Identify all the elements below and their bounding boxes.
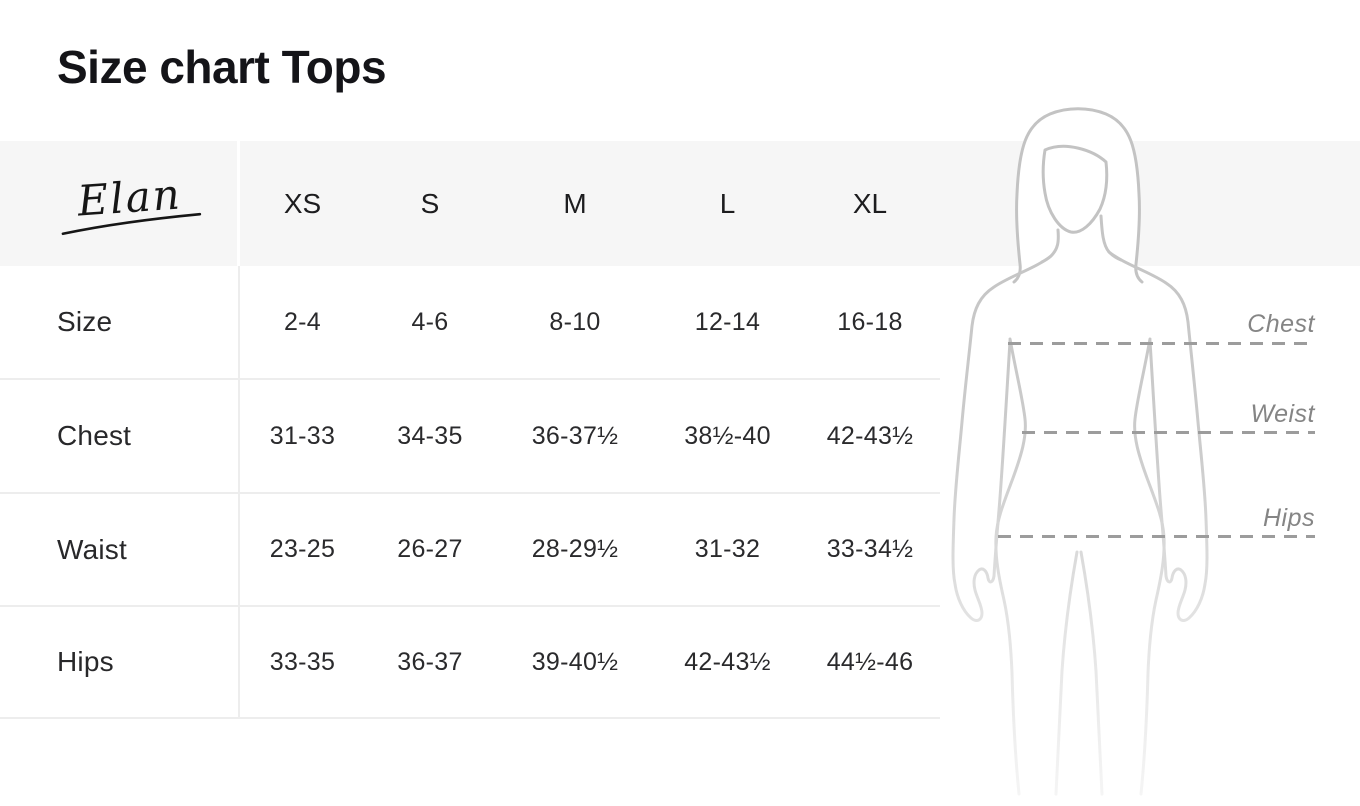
figure-torso-left — [994, 337, 1027, 796]
row-label-hips: Hips — [0, 607, 240, 719]
brand-logo-underline — [61, 212, 202, 235]
hips-xl: 44½-46 — [800, 607, 940, 719]
hips-measurement-line — [998, 535, 1315, 538]
chest-measurement-line — [1008, 342, 1315, 345]
size-header-s: S — [420, 187, 440, 219]
hips-l: 42-43½ — [655, 607, 800, 719]
size-header-xs: XS — [283, 187, 322, 219]
waist-xl: 33-34½ — [800, 494, 940, 607]
size-header-xl: XL — [852, 187, 888, 219]
size-header-l: L — [719, 187, 736, 219]
size-xl: 16-18 — [800, 266, 940, 380]
weist-measurement-label: Weist — [1250, 400, 1315, 428]
page-title: Size chart Tops — [57, 41, 387, 93]
body-figure-illustration — [951, 107, 1209, 796]
figure-face — [1041, 144, 1109, 234]
size-header-m: M — [563, 187, 587, 219]
waist-m: 28-29½ — [495, 494, 655, 607]
figure-right-arm — [1107, 250, 1209, 622]
row-label-size: Size — [0, 266, 240, 380]
size-s: 4-6 — [365, 266, 495, 380]
figure-inner-thigh-right — [1079, 550, 1104, 796]
size-l: 12-14 — [655, 266, 800, 380]
weist-measurement-line — [1022, 431, 1315, 434]
chest-xs: 31-33 — [240, 380, 365, 494]
chest-xl: 42-43½ — [800, 380, 940, 494]
brand-logo: Elan — [57, 169, 202, 236]
waist-xs: 23-25 — [240, 494, 365, 607]
size-m: 8-10 — [495, 266, 655, 380]
hips-m: 39-40½ — [495, 607, 655, 719]
figure-torso-right — [1133, 337, 1166, 796]
hips-measurement-label: Hips — [1262, 504, 1315, 532]
figure-left-arm — [951, 254, 1053, 622]
row-label-chest: Chest — [0, 380, 240, 494]
size-xs: 2-4 — [240, 266, 365, 380]
hips-s: 36-37 — [365, 607, 495, 719]
chest-s: 34-35 — [365, 380, 495, 494]
chest-l: 38½-40 — [655, 380, 800, 494]
hips-xs: 33-35 — [240, 607, 365, 719]
brand-logo-cell: Elan — [0, 141, 240, 266]
chest-measurement-label: Chest — [1247, 310, 1315, 338]
figure-inner-thigh-left — [1054, 550, 1079, 796]
row-label-waist: Waist — [0, 494, 240, 607]
waist-s: 26-27 — [365, 494, 495, 607]
waist-l: 31-32 — [655, 494, 800, 607]
size-chart-table: Elan XS S M L XL Size 2-4 4-6 8-10 12-14… — [0, 141, 940, 719]
chest-m: 36-37½ — [495, 380, 655, 494]
